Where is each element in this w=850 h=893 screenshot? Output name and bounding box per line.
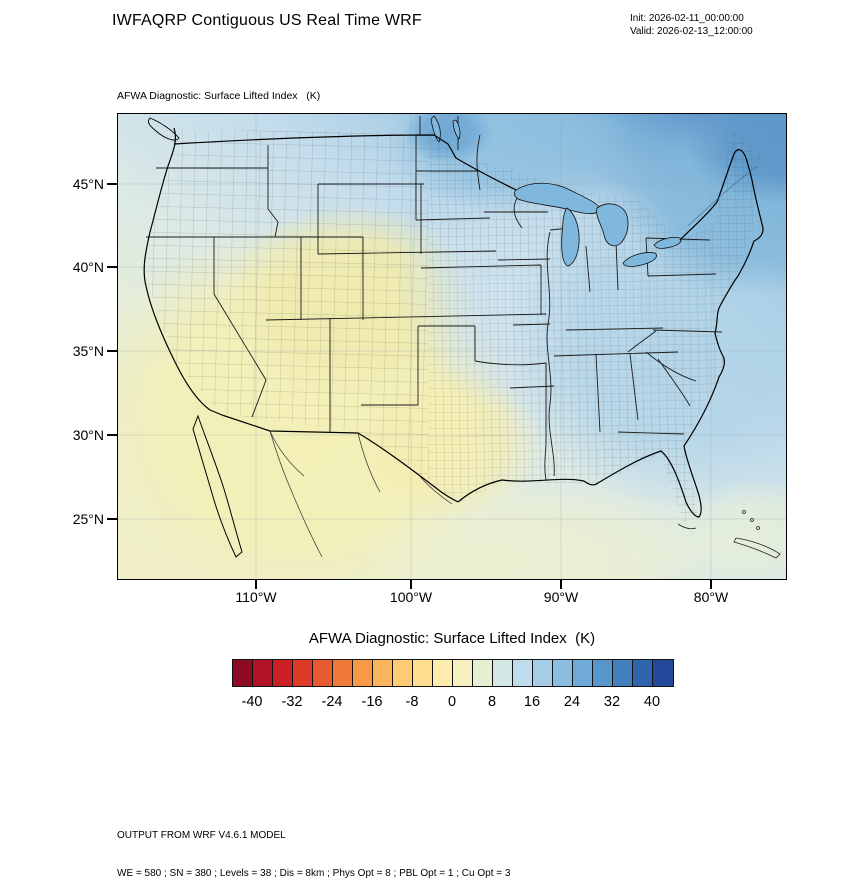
model-footer: OUTPUT FROM WRF V4.6.1 MODEL WE = 580 ; … xyxy=(117,805,510,893)
bahamas-island xyxy=(742,510,746,514)
colorbar-tick-label: -24 xyxy=(321,694,343,710)
valid-time-label: Valid: 2026-02-13_12:00:00 xyxy=(630,26,753,37)
colorbar-segment xyxy=(293,660,313,686)
lake-michigan xyxy=(561,207,580,267)
lat-label-25n: 25°N xyxy=(72,511,104,527)
colorbar-tick-label: -8 xyxy=(405,694,419,710)
canada-border-east xyxy=(679,149,747,241)
axis-tick xyxy=(255,580,257,589)
colorbar-segment xyxy=(253,660,273,686)
lat-label-45n: 45°N xyxy=(72,176,104,192)
colorbar-segment xyxy=(313,660,333,686)
bahamas-island xyxy=(750,518,754,522)
vancouver-island xyxy=(147,117,180,141)
cuba xyxy=(733,537,781,559)
colorbar-tick-label: 0 xyxy=(447,694,457,710)
colorbar-segment xyxy=(353,660,373,686)
mexico-borders xyxy=(269,430,453,558)
colorbar-tick-label: 40 xyxy=(643,694,661,710)
mexico-border xyxy=(221,414,459,503)
lon-label-110w: 110°W xyxy=(235,589,277,605)
lon-label-80w: 80°W xyxy=(693,589,729,605)
colorbar-tick-label: 32 xyxy=(603,694,621,710)
axis-tick xyxy=(560,580,562,589)
st-lawrence-river xyxy=(687,165,759,227)
state-borders xyxy=(146,116,723,481)
colorbar-segment xyxy=(593,660,613,686)
florida-keys xyxy=(677,523,697,530)
colorbar-tick-label: 16 xyxy=(523,694,541,710)
colorbar-segment xyxy=(233,660,253,686)
west-coastline xyxy=(143,127,223,416)
islands xyxy=(677,510,781,559)
colorbar-segment xyxy=(433,660,453,686)
colorbar-tick-label: -16 xyxy=(361,694,383,710)
lat-label-40n: 40°N xyxy=(72,259,104,275)
footer-line-1: OUTPUT FROM WRF V4.6.1 MODEL xyxy=(117,830,286,841)
colorbar-segment xyxy=(653,660,673,686)
canada-border-west xyxy=(173,134,517,191)
colorbar-segment xyxy=(613,660,633,686)
colorbar-segment xyxy=(573,660,593,686)
colorbar-tick-labels: -40 -32 -24 -16 -8 0 8 16 24 32 40 xyxy=(232,694,672,712)
colorbar-segment xyxy=(473,660,493,686)
colorbar-tick-label: -32 xyxy=(281,694,303,710)
colorbar-segment xyxy=(553,660,573,686)
bahamas-island xyxy=(756,526,760,530)
lat-label-30n: 30°N xyxy=(72,427,104,443)
colorbar xyxy=(232,659,674,687)
lon-label-90w: 90°W xyxy=(543,589,579,605)
page-title: IWFAQRP Contiguous US Real Time WRF xyxy=(112,12,422,29)
colorbar-segment xyxy=(513,660,533,686)
footer-line-2: WE = 580 ; SN = 380 ; Levels = 38 ; Dis … xyxy=(117,867,511,879)
axis-tick xyxy=(107,183,117,185)
colorbar-segment xyxy=(453,660,473,686)
colorbar-segment xyxy=(413,660,433,686)
baja-peninsula xyxy=(192,414,243,558)
axis-tick xyxy=(107,350,117,352)
lake-superior xyxy=(513,182,602,215)
lake-huron xyxy=(596,203,629,247)
axis-tick xyxy=(410,580,412,589)
gulf-east-coastline xyxy=(457,157,764,518)
colorbar-tick-label: 8 xyxy=(487,694,497,710)
axis-tick xyxy=(107,434,117,436)
great-lakes xyxy=(430,115,682,267)
axis-tick xyxy=(107,266,117,268)
lake-erie xyxy=(622,252,657,267)
colorbar-segment xyxy=(493,660,513,686)
lake-ontario xyxy=(653,237,682,249)
us-outline xyxy=(143,127,764,518)
lat-label-35n: 35°N xyxy=(72,343,104,359)
init-time-label: Init: 2026-02-11_00:00:00 xyxy=(630,13,744,24)
colorbar-segment xyxy=(373,660,393,686)
axis-tick xyxy=(710,580,712,589)
map-frame xyxy=(117,113,787,580)
colorbar-title: AFWA Diagnostic: Surface Lifted Index (K… xyxy=(308,630,596,647)
colorbar-tick-label: -40 xyxy=(241,694,263,710)
field-label: AFWA Diagnostic: Surface Lifted Index (K… xyxy=(117,90,321,102)
colorbar-segment xyxy=(273,660,293,686)
canadian-lake xyxy=(452,119,461,140)
colorbar-segment xyxy=(533,660,553,686)
colorbar-segment xyxy=(333,660,353,686)
colorbar-segment xyxy=(633,660,653,686)
canadian-lake xyxy=(430,115,441,143)
us-map xyxy=(118,114,786,579)
run-info-block: Init: 2026-02-11_00:00:00 Valid: 2026-02… xyxy=(630,12,753,38)
axis-tick xyxy=(107,518,117,520)
colorbar-tick-label: 24 xyxy=(563,694,581,710)
colorbar-segment xyxy=(393,660,413,686)
lon-label-100w: 100°W xyxy=(389,589,433,605)
